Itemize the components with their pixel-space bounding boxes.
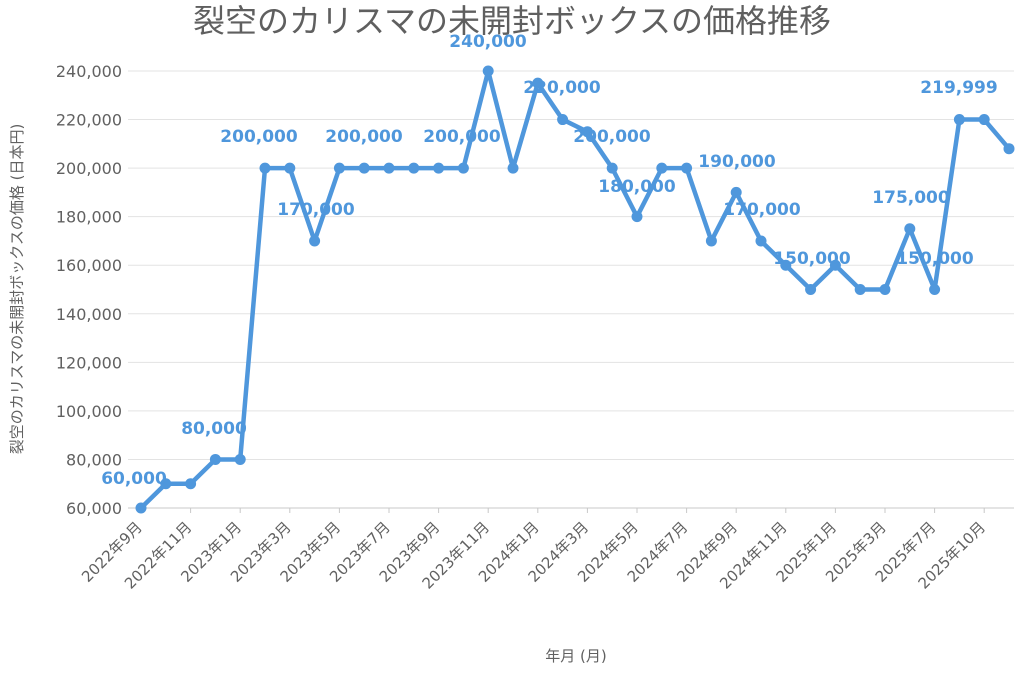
x-axis-title: 年月 (月)	[545, 647, 606, 665]
data-label: 220,000	[523, 78, 601, 98]
data-point-marker	[805, 284, 817, 295]
y-tick-label: 180,000	[56, 208, 122, 227]
chart-title: 裂空のカリスマの未開封ボックスの価格推移	[193, 2, 831, 40]
data-label: 170,000	[723, 200, 801, 220]
data-point-marker	[929, 284, 941, 295]
data-point-marker	[209, 453, 221, 465]
data-point-marker	[656, 162, 668, 174]
data-point-marker	[284, 162, 296, 174]
data-point-marker	[457, 162, 469, 174]
data-label: 80,000	[181, 419, 247, 439]
data-label: 150,000	[896, 249, 974, 269]
data-point-marker	[259, 162, 271, 174]
data-label: 219,999	[920, 78, 997, 98]
data-label: 190,000	[698, 152, 776, 172]
data-label: 200,000	[573, 127, 651, 147]
data-point-marker	[433, 162, 445, 174]
y-tick-label: 220,000	[56, 111, 122, 130]
data-point-marker	[234, 453, 246, 465]
data-point-marker	[135, 502, 147, 514]
data-label: 175,000	[872, 188, 950, 208]
data-point-marker	[978, 114, 990, 126]
y-tick-label: 60,000	[66, 499, 122, 518]
data-label: 170,000	[277, 200, 355, 220]
data-point-marker	[185, 478, 197, 490]
data-label: 240,000	[449, 32, 527, 52]
data-point-marker	[482, 65, 494, 77]
data-point-marker	[606, 162, 618, 174]
data-point-marker	[681, 162, 693, 174]
data-label: 150,000	[773, 249, 851, 269]
data-point-marker	[581, 126, 593, 138]
series-line-group	[135, 65, 1015, 514]
data-point-marker	[953, 114, 965, 126]
data-point-marker	[730, 186, 742, 198]
data-point-marker	[755, 235, 767, 247]
data-label: 180,000	[598, 177, 676, 197]
y-tick-label: 140,000	[56, 305, 122, 324]
data-point-marker	[631, 211, 643, 223]
data-label: 200,000	[423, 127, 501, 147]
data-point-marker	[532, 77, 544, 89]
data-label: 200,000	[325, 127, 403, 147]
data-point-marker	[557, 114, 569, 126]
data-point-marker	[309, 235, 321, 247]
y-axis-title: 裂空のカリスマの未開封ボックスの価格 (日本円)	[8, 124, 26, 455]
data-point-marker	[383, 162, 395, 174]
y-axis-ticks: 60,000 80,000 100,000 120,000 140,000 160,000…	[56, 62, 122, 518]
data-point-marker	[879, 284, 891, 295]
data-point-marker	[358, 162, 370, 174]
y-tick-label: 100,000	[56, 402, 122, 421]
y-tick-label: 80,000	[66, 450, 122, 469]
data-point-marker	[904, 223, 916, 235]
data-point-marker	[1003, 143, 1015, 155]
data-point-marker	[705, 235, 717, 247]
data-point-marker	[854, 284, 866, 295]
data-label-group: 60,000 80,000 200,000 170,000 200,000 200,000…	[101, 32, 998, 489]
data-point-marker	[333, 162, 345, 174]
y-tick-label: 160,000	[56, 256, 122, 275]
y-tick-label: 200,000	[56, 159, 122, 178]
data-point-marker	[780, 259, 792, 271]
data-point-marker	[160, 478, 172, 490]
data-point-marker	[408, 162, 420, 174]
x-axis-ticks: 2022年9月2022年11月2023年1月2023年3月2023年5月2023…	[78, 508, 989, 593]
data-label: 200,000	[220, 127, 298, 147]
y-tick-label: 120,000	[56, 353, 122, 372]
y-tick-label: 240,000	[56, 62, 122, 81]
data-point-marker	[507, 162, 519, 174]
data-point-marker	[829, 259, 841, 271]
data-label: 60,000	[101, 469, 167, 489]
